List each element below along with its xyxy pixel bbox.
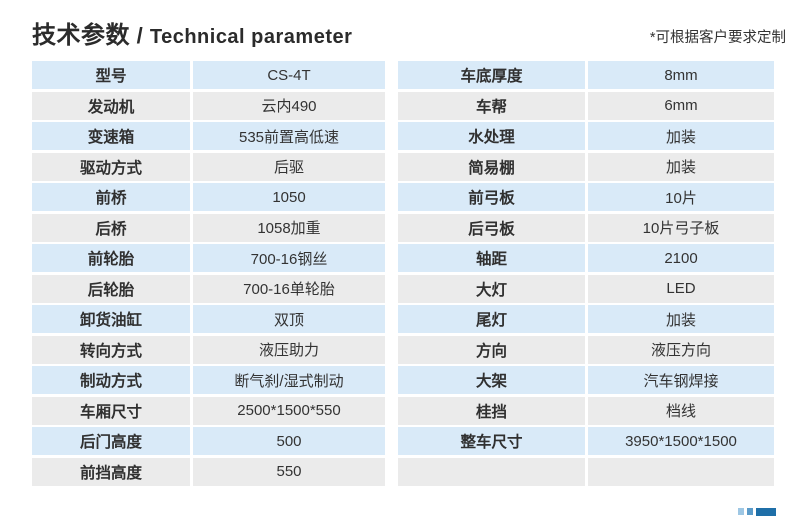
param-value: 700-16单轮胎: [193, 274, 385, 303]
page-title-en: Technical parameter: [149, 26, 353, 48]
param-label: 后桥: [32, 213, 190, 242]
table-row: 后桥 1058加重: [32, 213, 385, 242]
table-row: 车厢尺寸 2500*1500*550: [32, 396, 385, 425]
table-row: 简易棚 加装: [398, 152, 774, 181]
table-row: 水处理 加装: [398, 122, 774, 150]
param-value: 1050: [193, 183, 385, 211]
table-row: 后轮胎 700-16单轮胎: [32, 274, 385, 303]
param-label: 尾灯: [398, 305, 585, 333]
param-value: 液压助力: [193, 335, 385, 364]
page-title: 技术参数 / Technical parameter: [32, 15, 352, 50]
param-label: 大架: [398, 366, 585, 394]
param-label: 轴距: [398, 244, 585, 272]
table-row: 后门高度 500: [32, 427, 385, 455]
table-row: 前桥 1050: [32, 183, 385, 211]
param-label: 车厢尺寸: [32, 396, 190, 425]
param-value: [588, 457, 774, 486]
table-row: 轴距 2100: [398, 244, 774, 272]
table-row: 大架 汽车钢焊接: [398, 366, 774, 394]
table-row: 前弓板 10片: [398, 183, 774, 211]
table-row: 卸货油缸 双顶: [32, 305, 385, 333]
param-value: 1058加重: [193, 213, 385, 242]
param-label: 后弓板: [398, 213, 585, 242]
param-value: 双顶: [193, 305, 385, 333]
param-label: 大灯: [398, 274, 585, 303]
param-value: 加装: [588, 152, 774, 181]
table-row: 尾灯 加装: [398, 305, 774, 333]
table-row: 整车尺寸 3950*1500*1500: [398, 427, 774, 455]
param-label: 前轮胎: [32, 244, 190, 272]
page-title-zh: 技术参数: [32, 22, 130, 49]
param-label: 制动方式: [32, 366, 190, 394]
param-label: 驱动方式: [32, 152, 190, 181]
table-row: [398, 457, 774, 486]
param-value: 档线: [588, 396, 774, 425]
table-row: 发动机 云内490: [32, 91, 385, 120]
param-value: LED: [588, 274, 774, 303]
table-row: 车底厚度 8mm: [398, 61, 774, 89]
param-value: 加装: [588, 305, 774, 333]
param-label: 型号: [32, 61, 190, 89]
page-title-separator: /: [130, 23, 150, 48]
param-label: 前桥: [32, 183, 190, 211]
table-row: 变速箱 535前置高低速: [32, 122, 385, 150]
param-value: 6mm: [588, 91, 774, 120]
param-label: 方向: [398, 335, 585, 364]
param-label: 发动机: [32, 91, 190, 120]
spec-table-left: 型号 CS-4T 发动机 云内490 变速箱 535前置高低速 驱动方式 后驱 前桥 1050 后桥…: [32, 61, 385, 488]
param-value: 535前置高低速: [193, 122, 385, 150]
watermark-block-icon: [756, 508, 776, 516]
param-value: 云内490: [193, 91, 385, 120]
param-value: 3950*1500*1500: [588, 427, 774, 455]
table-row: 驱动方式 后驱: [32, 152, 385, 181]
table-row: 制动方式 断气刹/湿式制动: [32, 366, 385, 394]
table-row: 大灯 LED: [398, 274, 774, 303]
param-label: 水处理: [398, 122, 585, 150]
param-label: 转向方式: [32, 335, 190, 364]
table-row: 前挡高度 550: [32, 457, 385, 486]
param-value: 500: [193, 427, 385, 455]
param-value: 550: [193, 457, 385, 486]
param-label: 后轮胎: [32, 274, 190, 303]
spec-tables: 型号 CS-4T 发动机 云内490 变速箱 535前置高低速 驱动方式 后驱 前桥 1050 后桥…: [0, 61, 800, 488]
param-label: [398, 457, 585, 486]
param-value: 液压方向: [588, 335, 774, 364]
param-label: 卸货油缸: [32, 305, 190, 333]
param-label: 桂挡: [398, 396, 585, 425]
watermark-fragment: [738, 508, 776, 517]
table-row: 车帮 6mm: [398, 91, 774, 120]
param-label: 变速箱: [32, 122, 190, 150]
param-label: 整车尺寸: [398, 427, 585, 455]
param-value: 8mm: [588, 61, 774, 89]
param-label: 简易棚: [398, 152, 585, 181]
param-value: 加装: [588, 122, 774, 150]
table-row: 转向方式 液压助力: [32, 335, 385, 364]
param-value: CS-4T: [193, 61, 385, 89]
param-label: 车底厚度: [398, 61, 585, 89]
param-label: 后门高度: [32, 427, 190, 455]
param-label: 前弓板: [398, 183, 585, 211]
table-row: 后弓板 10片弓子板: [398, 213, 774, 242]
table-row: 前轮胎 700-16钢丝: [32, 244, 385, 272]
param-value: 后驱: [193, 152, 385, 181]
param-value: 10片: [588, 183, 774, 211]
table-row: 型号 CS-4T: [32, 61, 385, 89]
param-value: 2100: [588, 244, 774, 272]
spec-table-right: 车底厚度 8mm 车帮 6mm 水处理 加装 简易棚 加装 前弓板 10片 后弓板 10片弓子板 轴距 2…: [398, 61, 774, 488]
header: 技术参数 / Technical parameter *可根据客户要求定制: [0, 0, 800, 58]
table-row: 桂挡 档线: [398, 396, 774, 425]
param-value: 断气刹/湿式制动: [193, 366, 385, 394]
watermark-block-icon: [747, 508, 753, 515]
param-label: 车帮: [398, 91, 585, 120]
param-value: 2500*1500*550: [193, 396, 385, 425]
watermark-block-icon: [738, 508, 744, 515]
param-value: 汽车钢焊接: [588, 366, 774, 394]
param-value: 10片弓子板: [588, 213, 774, 242]
param-value: 700-16钢丝: [193, 244, 385, 272]
param-label: 前挡高度: [32, 457, 190, 486]
customization-note: *可根据客户要求定制: [649, 30, 786, 46]
table-row: 方向 液压方向: [398, 335, 774, 364]
